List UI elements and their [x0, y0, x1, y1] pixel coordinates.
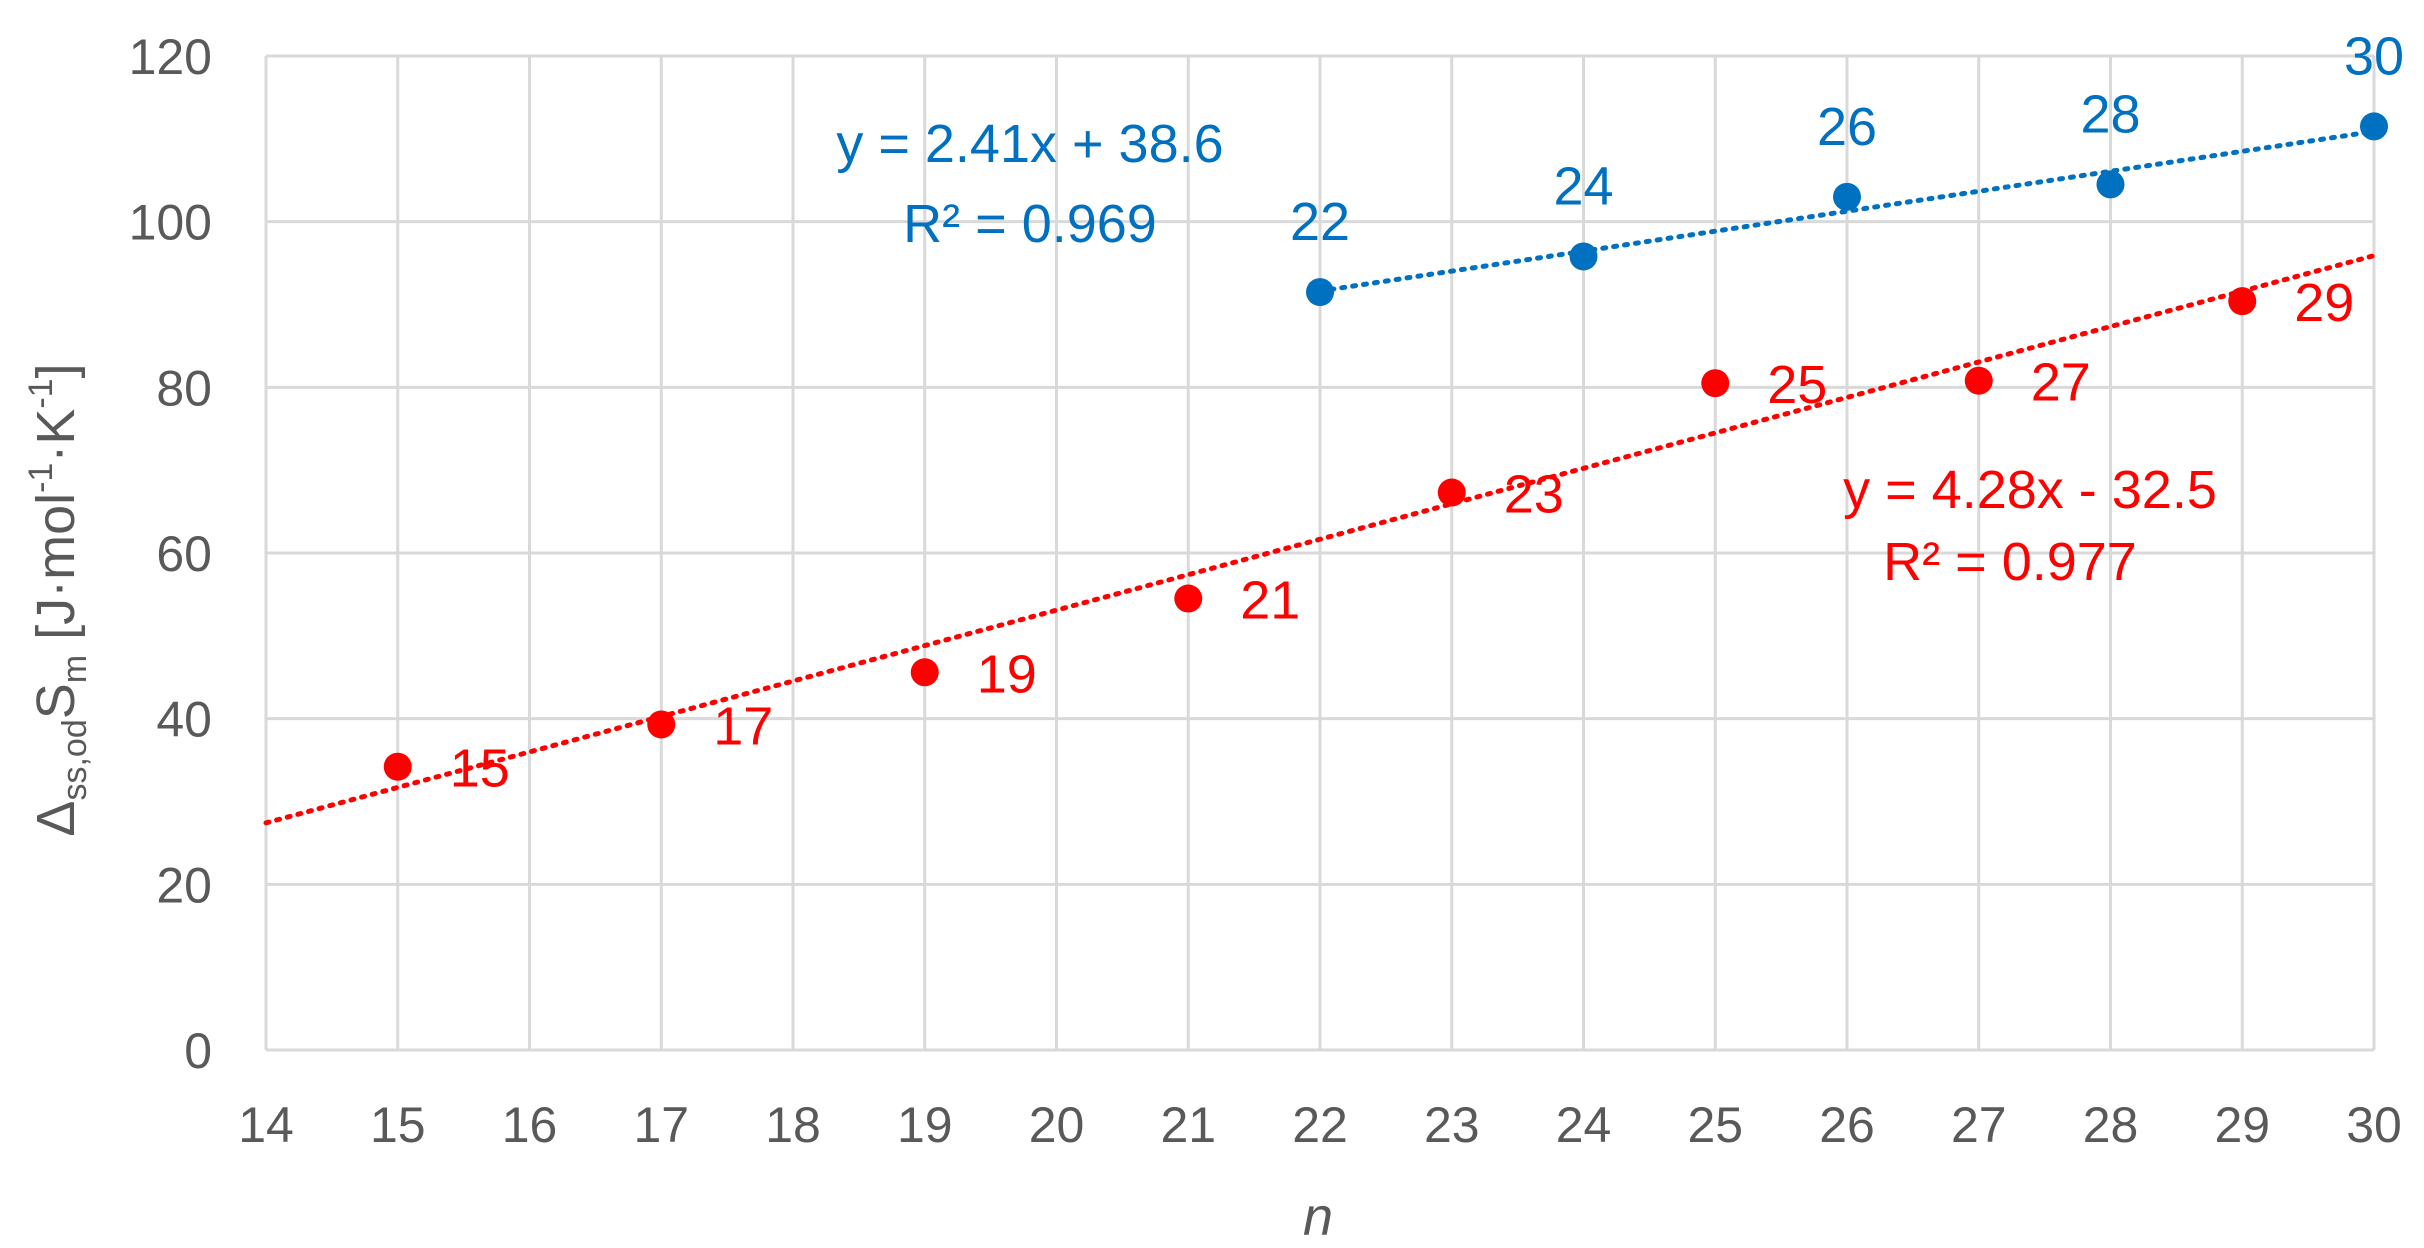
data-point [2360, 112, 2388, 141]
data-point [1833, 182, 1861, 211]
data-point [1701, 369, 1730, 398]
data-label: 25 [1767, 355, 1827, 415]
equation-red: y = 4.28x - 32.5 [1843, 460, 2217, 520]
data-point [647, 710, 676, 739]
y-label-delta: Δ [26, 801, 86, 837]
tick-labels: 14 15 16 17 18 19 20 21 22 23 24 25 26 27 28 29 30 0 20 40 6… [129, 29, 2402, 1153]
x-tick-label: 15 [370, 1097, 426, 1153]
y-tick-label: 0 [184, 1023, 212, 1079]
y-tick-label: 40 [156, 692, 212, 748]
y-label-symbol-sub: m [56, 655, 94, 683]
data-label: 19 [977, 644, 1037, 704]
data-label: 17 [713, 696, 773, 756]
x-tick-label: 25 [1687, 1097, 1743, 1153]
y-tick-label: 60 [156, 526, 212, 582]
x-tick-label: 20 [1029, 1097, 1085, 1153]
r2-red: R² = 0.977 [1883, 532, 2137, 592]
x-axis-title: n [1303, 1187, 1333, 1247]
data-label: 22 [1290, 192, 1350, 252]
x-tick-label: 21 [1160, 1097, 1216, 1153]
data-point [1437, 478, 1466, 507]
x-tick-label: 14 [238, 1097, 294, 1153]
data-point [910, 658, 939, 687]
data-point [1306, 278, 1334, 307]
x-tick-label: 19 [897, 1097, 953, 1153]
data-label: 15 [450, 739, 510, 799]
y-axis-title: Δss,odSm [J·mol-1·K-1] [22, 363, 94, 836]
data-points [383, 112, 2388, 781]
x-tick-label: 28 [2083, 1097, 2139, 1153]
data-point [2096, 170, 2125, 199]
trendlines [263, 128, 2377, 826]
data-label: 28 [2080, 84, 2140, 144]
data-label: 30 [2344, 26, 2404, 86]
data-label: 27 [2031, 353, 2091, 413]
y-tick-label: 80 [156, 360, 212, 416]
data-point [2228, 287, 2257, 316]
y-label-exp2: -1 [22, 378, 60, 408]
data-point [1174, 584, 1203, 613]
x-tick-label: 23 [1424, 1097, 1480, 1153]
x-tick-label: 16 [502, 1097, 558, 1153]
data-point [383, 752, 412, 781]
y-tick-label: 120 [129, 29, 212, 85]
y-label-unit-close: ] [26, 363, 86, 378]
data-label: 24 [1553, 156, 1613, 216]
y-label-unit-mid: ·K [26, 409, 86, 463]
data-point [1569, 242, 1598, 271]
equation-blue: y = 2.41x + 38.6 [836, 114, 1223, 174]
trendline-series-1 [263, 253, 2377, 826]
y-tick-label: 20 [156, 857, 212, 913]
y-label-symbol: S [26, 683, 86, 719]
x-tick-label: 26 [1819, 1097, 1875, 1153]
y-label-unit-open: [J·mol [26, 493, 86, 655]
data-point [1964, 366, 1993, 395]
grid [264, 54, 2376, 1052]
x-tick-label: 30 [2346, 1097, 2402, 1153]
x-tick-label: 18 [765, 1097, 821, 1153]
x-tick-label: 27 [1951, 1097, 2007, 1153]
x-tick-label: 17 [633, 1097, 689, 1153]
y-label-delta-sub: ss,od [56, 719, 94, 800]
point-labels: 22 24 26 28 30 15 17 19 21 23 25 27 29 [450, 26, 2404, 798]
data-label: 21 [1240, 571, 1300, 631]
trendline-series-0 [1317, 128, 2377, 294]
x-tick-label: 24 [1556, 1097, 1612, 1153]
data-label: 26 [1817, 97, 1877, 157]
data-label: 23 [1504, 465, 1564, 525]
y-tick-label: 100 [129, 195, 212, 251]
data-label: 29 [2294, 273, 2354, 333]
x-tick-label: 22 [1292, 1097, 1348, 1153]
y-label-exp1: -1 [22, 463, 60, 493]
r2-blue: R² = 0.969 [903, 194, 1157, 254]
x-tick-label: 29 [2214, 1097, 2270, 1153]
